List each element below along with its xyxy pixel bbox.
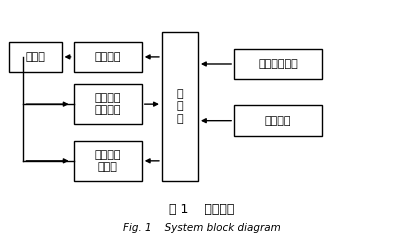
Bar <box>9 42 61 72</box>
Text: 信号采集模块: 信号采集模块 <box>258 59 298 69</box>
Bar <box>74 42 142 72</box>
Text: 电话信号
识别模块: 电话信号 识别模块 <box>95 93 121 115</box>
Bar <box>162 32 198 181</box>
Bar <box>234 105 322 136</box>
Text: Fig. 1    System block diagram: Fig. 1 System block diagram <box>123 223 281 233</box>
Bar <box>74 84 142 124</box>
Text: 处理模块: 处理模块 <box>265 116 291 126</box>
Text: 图 1    系统框图: 图 1 系统框图 <box>169 203 235 216</box>
Text: 电话线: 电话线 <box>25 52 45 62</box>
Bar <box>74 141 142 181</box>
Text: 语音模块: 语音模块 <box>95 52 121 62</box>
Text: 处
理
器: 处 理 器 <box>177 89 183 124</box>
Bar <box>234 49 322 79</box>
Text: 模拟摘挂
机电路: 模拟摘挂 机电路 <box>95 150 121 172</box>
